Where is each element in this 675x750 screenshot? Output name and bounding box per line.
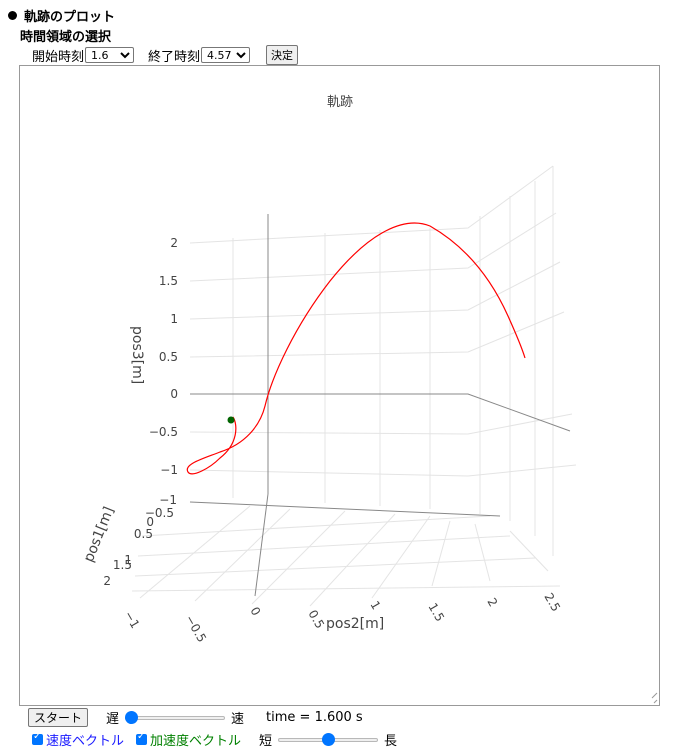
start-time-label: 開始時刻 [32,49,85,65]
bullet-icon [8,11,17,20]
x-tick-label: 0 [247,605,263,619]
x-axis-label: pos2[m] [326,616,384,632]
speed-slider-track [125,715,226,720]
axes-lines [189,214,571,597]
section-heading: 軌跡のプロット [8,6,115,25]
acceleration-checkbox[interactable] [136,731,148,745]
y-tick-labels: −1−0.500.511.52 [103,493,177,588]
z-tick-label: 0.5 [159,350,178,364]
z-tick-label: 0 [170,387,178,401]
time-readout: time = 1.600 s [266,710,363,725]
vector-length-thumb[interactable] [321,732,335,746]
plot-svg: 軌跡 [81,94,658,704]
x-tick-label: 2 [484,596,500,610]
z-tick-label: 1 [170,312,178,326]
z-tick-label: 1.5 [159,274,178,288]
y-tick-label: 0.5 [134,527,153,541]
x-tick-label: 1 [367,599,383,613]
z-tick-labels: 2 1.5 1 0.5 0 −0.5 −1 [149,236,178,477]
time-range-heading: 時間領域の選択 [20,30,112,45]
x-tick-label: 2.5 [541,591,563,615]
plot-title: 軌跡 [327,94,353,110]
velocity-label: 速度ベクトル [46,734,125,749]
z-tick-label: −1 [160,463,178,477]
fast-label: 速 [231,712,245,727]
speed-slider-thumb[interactable] [125,710,139,724]
end-time-label: 終了時刻 [148,49,201,65]
section-heading-text: 軌跡のプロット [24,10,116,25]
y-axis-label: pos1[m] [81,505,118,565]
y-tick-label: 0 [146,515,154,529]
long-label: 長 [384,734,398,749]
x-tick-label: 1.5 [425,601,447,625]
time-range-row: 開始時刻 1.6 終了時刻 4.579 決定 [32,45,299,65]
y-tick-label: −0.5 [145,506,174,520]
speed-slider[interactable] [125,710,226,725]
y-tick-label: 1.5 [113,558,132,572]
start-time-select[interactable]: 1.6 [85,47,135,63]
y-tick-label: −1 [159,493,177,507]
resize-grip-icon[interactable] [651,692,658,704]
start-button[interactable]: スタート [28,708,89,727]
z-axis-label: pos3[m] [129,326,145,384]
end-time-select[interactable]: 4.579 [201,47,251,63]
slow-label: 遅 [106,712,120,727]
acceleration-label: 加速度ベクトル [150,734,242,749]
vector-controls: 速度ベクトル 加速度ベクトル 短 長 [32,730,397,749]
z-tick-label: 2 [170,236,178,250]
z-tick-label: −0.5 [149,425,178,439]
velocity-checkbox[interactable] [32,731,43,745]
current-position-marker [227,416,235,424]
x-tick-label: −1 [121,609,142,631]
x-tick-label: 0.5 [305,608,327,632]
playback-controls: スタート 遅 速 time = 1.600 s [28,708,363,727]
y-tick-label: 2 [103,574,111,588]
trajectory-trace [186,222,526,475]
y-tick-label: 1 [124,553,132,567]
decide-button[interactable]: 決定 [266,45,299,65]
grid-lines [131,165,577,607]
trajectory-plot[interactable]: 軌跡 [19,65,660,706]
x-tick-label: −0.5 [182,613,209,645]
vector-length-slider[interactable] [278,732,379,747]
short-label: 短 [259,734,273,749]
